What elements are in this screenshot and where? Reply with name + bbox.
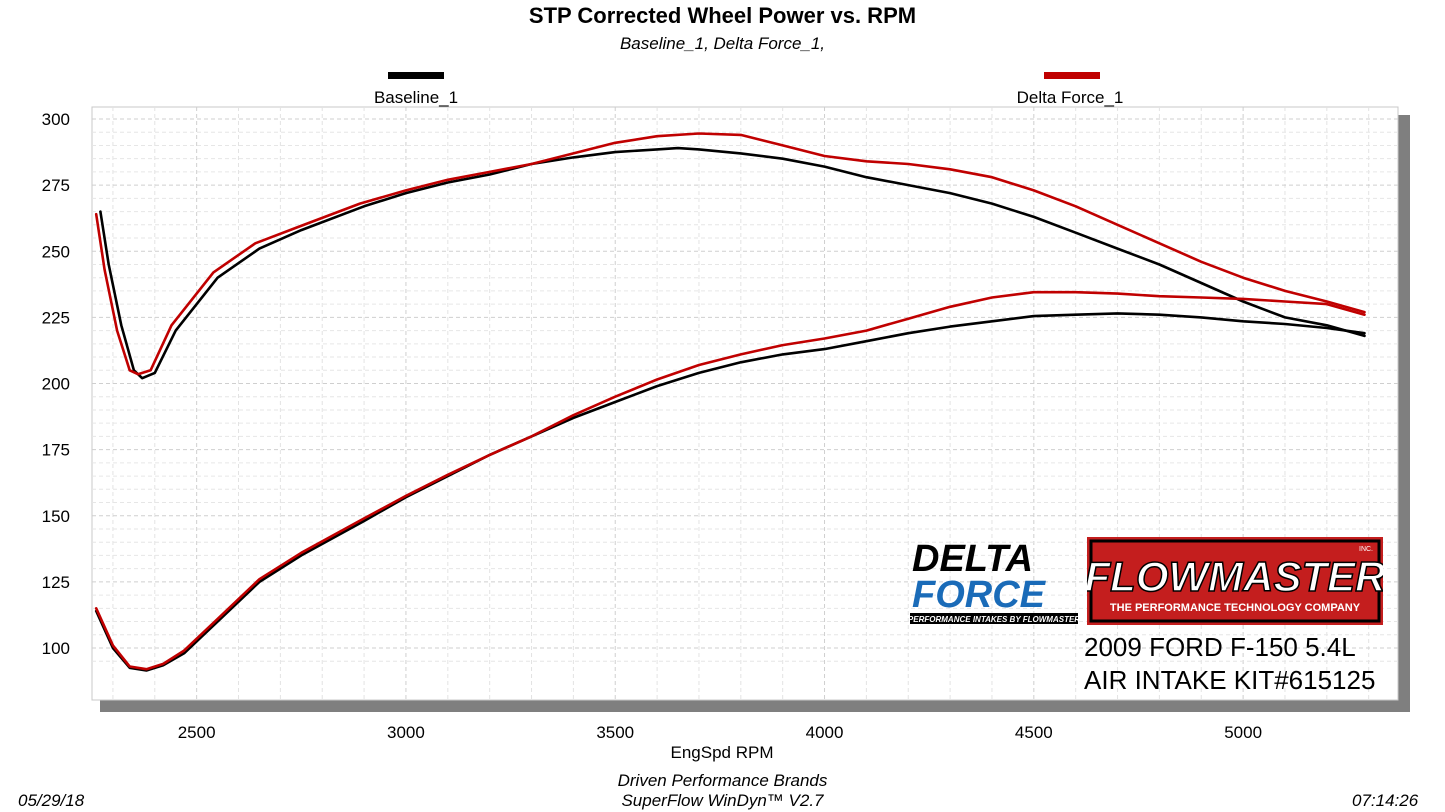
x-tick-label: 4500 [1015,723,1053,742]
delta-force-logo-art: DELTA FORCE PERFORMANCE INTAKES BY FLOWM… [908,538,1080,624]
chart-subtitle: Baseline_1, Delta Force_1, [619,34,826,53]
flowmaster-tagline: THE PERFORMANCE TECHNOLOGY COMPANY [1110,602,1361,614]
x-tick-label: 2500 [178,723,216,742]
baseline-torque-line [94,312,1366,672]
flowmaster-inc: INC. [1359,546,1373,553]
delta-force-power-line [94,132,1366,376]
legend-label-delta-force: Delta Force_1 [1016,88,1124,107]
y-tick-label: 275 [42,176,70,195]
y-tick-label: 250 [42,242,70,261]
y-tick-label: 225 [42,308,70,327]
legend-swatch-baseline [388,72,444,79]
y-tick-label: 150 [42,507,70,526]
x-tick-label: 5000 [1224,723,1262,742]
flowmaster-name: FLOWMASTER [1087,553,1383,600]
x-tick-label: 3000 [387,723,425,742]
flowmaster-logo: FLOWMASTER INC. THE PERFORMANCE TECHNOLO… [1084,537,1387,625]
x-tick-label: 3500 [596,723,634,742]
vehicle-info-line1: 2009 FORD F-150 5.4L [1084,632,1356,662]
flowmaster-logo-art: FLOWMASTER INC. THE PERFORMANCE TECHNOLO… [1084,537,1387,625]
y-tick-label: 125 [42,573,70,592]
baseline-power-line [99,146,1366,380]
x-tick-label: 4000 [806,723,844,742]
delta-force-torque-line [94,290,1366,671]
delta-force-logo-line1: DELTA [912,538,1033,580]
delta-force-logo: DELTA FORCE PERFORMANCE INTAKES BY FLOWM… [908,537,1080,625]
y-tick-label: 100 [42,639,70,658]
y-tick-label: 200 [42,375,70,394]
y-tick-label: 175 [42,441,70,460]
x-axis-label: EngSpd RPM [671,743,774,762]
footer-time: 07:14:26 [1352,791,1419,810]
y-tick-label: 300 [42,110,70,129]
legend-label-baseline: Baseline_1 [373,88,459,107]
legend-swatch-delta-force [1044,72,1100,79]
vehicle-info-line2: AIR INTAKE KIT#615125 [1084,665,1376,695]
footer-date: 05/29/18 [18,791,85,810]
delta-force-logo-line2: FORCE [912,574,1047,616]
footer-software: SuperFlow WinDyn™ V2.7 [621,791,824,810]
footer-company: Driven Performance Brands [617,771,828,790]
chart-title: STP Corrected Wheel Power vs. RPM [528,3,917,28]
delta-force-tagline: PERFORMANCE INTAKES BY FLOWMASTER [910,615,1080,624]
